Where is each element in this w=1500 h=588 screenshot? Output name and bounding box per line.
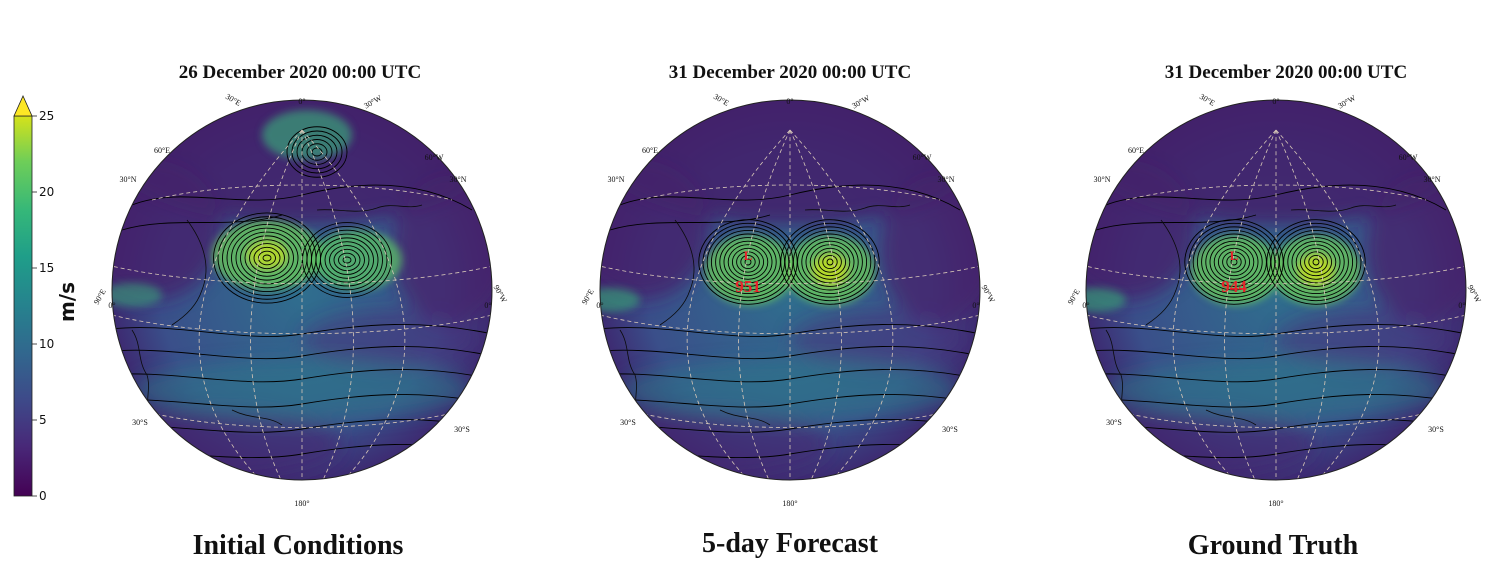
- grid-label-e60: 60°E: [154, 146, 170, 155]
- low-pressure-symbol: L: [1230, 248, 1239, 263]
- panel-1-caption: Initial Conditions: [192, 530, 404, 561]
- grid-label-w90: 90°W: [1466, 283, 1483, 304]
- grid-label-w90: 90°W: [492, 283, 509, 304]
- panel-1-title: 26 December 2020 00:00 UTC: [178, 62, 422, 83]
- grid-label-eq-right: 0°: [972, 301, 979, 310]
- grid-label-e30: 30°E: [1198, 92, 1217, 108]
- grid-label-e30: 30°E: [224, 92, 243, 108]
- globe-ground-truth: 0°30°E 30°W60°E60°W30°N 30°N90°E 0°90°W0°30…: [1066, 92, 1483, 508]
- low-pressure-value: 944: [1221, 277, 1247, 296]
- grid-label-bottom: 180°: [294, 499, 309, 508]
- panel-2-title: 31 December 2020 00:00 UTC: [668, 62, 912, 83]
- grid-label-e90: 90°E: [1066, 287, 1082, 306]
- grid-label-e60: 60°E: [642, 146, 658, 155]
- globe-initial-conditions: 0°30°E 30°W60°E60°W30°N 30°N90°E 0°90°W0°30…: [92, 92, 509, 508]
- colorbar-tick-label: 25: [39, 109, 54, 123]
- grid-label-top: 0°: [1272, 97, 1279, 106]
- grid-label-s30-left: 30°S: [132, 418, 148, 427]
- colorbar-tick-label: 5: [39, 413, 47, 427]
- panel-3-caption: Ground Truth: [1187, 530, 1359, 561]
- grid-label-n30-right: 30°N: [1424, 175, 1441, 184]
- globe-outline: [599, 99, 981, 481]
- grid-label-w30: 30°W: [362, 93, 383, 110]
- panel-3-title: 31 December 2020 00:00 UTC: [1164, 62, 1408, 83]
- grid-label-n30-left: 30°N: [1094, 175, 1111, 184]
- globe-5-day-forecast: 0°30°E 30°W60°E60°W30°N 30°N90°E 0°90°W0°30…: [580, 92, 997, 508]
- grid-label-e60: 60°E: [1128, 146, 1144, 155]
- grid-label-bottom: 180°: [782, 499, 797, 508]
- grid-label-eq-right: 0°: [484, 301, 491, 310]
- grid-label-top: 0°: [786, 97, 793, 106]
- grid-label-s30-right: 30°S: [454, 425, 470, 434]
- grid-label-eq-left: 0°: [596, 301, 603, 310]
- grid-label-w60: 60°W: [1399, 153, 1418, 162]
- grid-label-n30-right: 30°N: [450, 175, 467, 184]
- grid-label-bottom: 180°: [1268, 499, 1283, 508]
- grid-label-eq-right: 0°: [1458, 301, 1465, 310]
- panel-2-caption: 5-day Forecast: [702, 528, 878, 559]
- globe-outline: [111, 99, 493, 481]
- grid-label-e90: 90°E: [92, 287, 108, 306]
- graticule: [112, 129, 492, 480]
- grid-label-w90: 90°W: [980, 283, 997, 304]
- low-pressure-symbol: L: [744, 248, 753, 263]
- colorbar-unit-label: m/s: [55, 282, 79, 322]
- grid-label-n30-left: 30°N: [120, 175, 137, 184]
- grid-label-e90: 90°E: [580, 287, 596, 306]
- colorbar: 0 5 10 15 20 25 m/s: [13, 95, 79, 503]
- grid-label-w30: 30°W: [850, 93, 871, 110]
- graticule: [600, 129, 980, 480]
- coastlines: [131, 204, 423, 426]
- graticule: [1086, 129, 1466, 480]
- colorbar-ticks: 0 5 10 15 20 25: [32, 109, 54, 503]
- grid-label-top: 0°: [298, 97, 305, 106]
- colorbar-extend-arrow: [13, 95, 33, 117]
- grid-label-eq-left: 0°: [108, 301, 115, 310]
- grid-label-n30-right: 30°N: [938, 175, 955, 184]
- colorbar-tick-label: 20: [39, 185, 54, 199]
- grid-label-w30: 30°W: [1336, 93, 1357, 110]
- globe-outline: [1085, 99, 1467, 481]
- grid-label-s30-left: 30°S: [620, 418, 636, 427]
- grid-label-n30-left: 30°N: [608, 175, 625, 184]
- colorbar-gradient: [13, 115, 33, 497]
- grid-label-e30: 30°E: [712, 92, 731, 108]
- grid-label-eq-left: 0°: [1082, 301, 1089, 310]
- colorbar-tick-label: 0: [39, 489, 47, 503]
- grid-label-w60: 60°W: [425, 153, 444, 162]
- colorbar-tick-label: 10: [39, 337, 54, 351]
- grid-label-w60: 60°W: [913, 153, 932, 162]
- grid-label-s30-left: 30°S: [1106, 418, 1122, 427]
- grid-label-s30-right: 30°S: [1428, 425, 1444, 434]
- low-pressure-value: 951: [735, 277, 761, 296]
- grid-label-s30-right: 30°S: [942, 425, 958, 434]
- colorbar-tick-label: 15: [39, 261, 54, 275]
